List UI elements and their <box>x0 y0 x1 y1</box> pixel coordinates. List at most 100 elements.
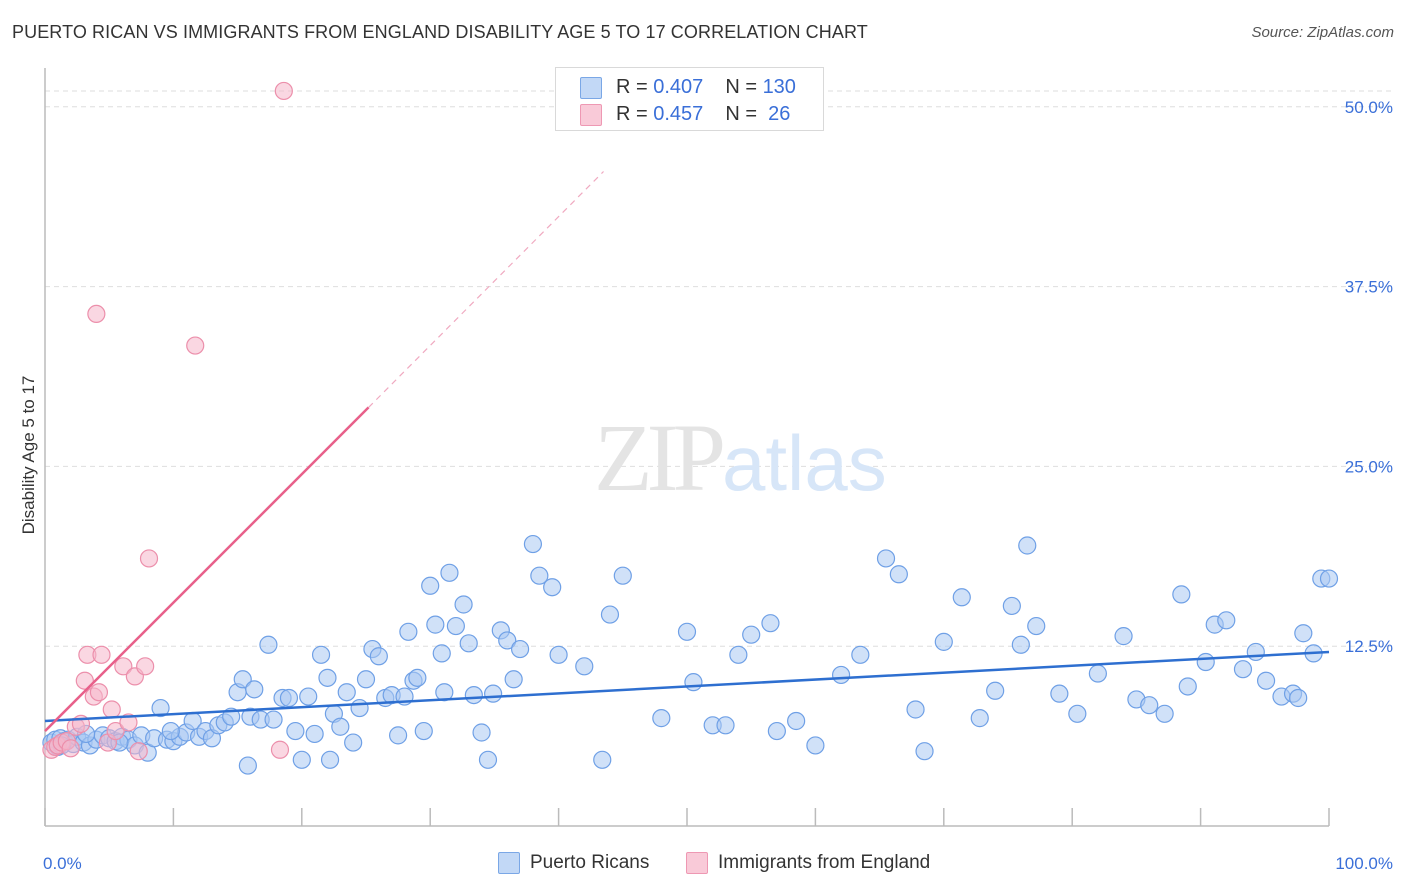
england-point <box>139 549 159 568</box>
puerto-rican-point <box>1002 596 1021 616</box>
x-tick-labels: 0.0% 100.0% <box>43 854 1393 873</box>
puerto-rican-point <box>613 566 632 585</box>
puerto-rican-point <box>286 721 305 741</box>
n-label: N = <box>725 103 763 125</box>
england-point <box>119 713 138 732</box>
x-tick-label: 0.0% <box>43 854 82 873</box>
puerto-rican-point <box>952 588 971 607</box>
england-points <box>42 81 293 761</box>
england-point <box>129 742 148 761</box>
puerto-rican-point <box>233 670 252 689</box>
puerto-rican-point <box>787 711 806 731</box>
puerto-rican-point <box>1011 635 1030 654</box>
y-tick-labels: 12.5% 25.0% 37.5% 50.0% <box>1345 98 1393 656</box>
puerto-rican-point <box>331 717 350 736</box>
stats-legend: R = 0.407 N = 130 R = 0.457 N = 26 <box>555 67 824 131</box>
england-point <box>75 671 94 690</box>
puerto-rican-point <box>238 756 257 775</box>
puerto-rican-point <box>716 716 735 735</box>
r-value: 0.407 <box>653 76 704 98</box>
x-tick-label: 100.0% <box>1335 854 1393 873</box>
puerto-rican-point <box>510 639 530 659</box>
y-axis-label: Disability Age 5 to 17 <box>19 376 38 535</box>
puerto-rican-point <box>279 688 299 708</box>
swatch-puerto-ricans <box>580 76 602 99</box>
trend-lines <box>44 171 1330 732</box>
puerto-rican-point <box>414 721 433 741</box>
puerto-rican-point <box>549 645 568 664</box>
puerto-rican-point <box>742 625 761 644</box>
puerto-rican-point <box>369 647 388 666</box>
puerto-rican-point <box>399 622 418 641</box>
puerto-rican-point <box>1233 660 1253 679</box>
trend-line-england <box>44 406 370 732</box>
legend-item-england: Immigrants from England <box>686 852 930 874</box>
puerto-rican-point <box>889 565 908 584</box>
puerto-rican-point <box>729 645 748 664</box>
puerto-ricans-points <box>42 534 1339 775</box>
puerto-rican-point <box>876 549 896 568</box>
puerto-rican-point <box>1294 624 1313 643</box>
puerto-rican-point <box>986 681 1005 700</box>
y-tick-label: 37.5% <box>1345 278 1393 297</box>
puerto-rican-point <box>1178 677 1197 696</box>
puerto-rican-point <box>478 750 498 769</box>
legend-item-puerto-ricans: Puerto Ricans <box>498 852 649 874</box>
legend-label: Puerto Ricans <box>530 852 650 874</box>
trend-extension-england <box>368 171 604 408</box>
stats-row-england: R = 0.457 N = 26 <box>580 103 790 127</box>
puerto-rican-point <box>1217 611 1236 630</box>
puerto-rican-point <box>1246 642 1265 662</box>
puerto-rican-point <box>806 736 825 755</box>
puerto-rican-point <box>851 645 870 664</box>
england-point <box>102 700 121 719</box>
puerto-rican-point <box>1172 585 1191 604</box>
puerto-rican-point <box>906 700 925 719</box>
england-point <box>270 740 290 759</box>
puerto-rican-point <box>299 687 318 706</box>
puerto-rican-point <box>593 750 612 769</box>
puerto-rican-point <box>151 698 170 718</box>
puerto-rican-point <box>831 665 851 685</box>
puerto-rican-point <box>767 721 786 741</box>
puerto-rican-point <box>356 670 376 689</box>
legend-swatch-puerto-ricans <box>498 852 520 874</box>
puerto-rican-point <box>1140 696 1159 715</box>
puerto-rican-point <box>344 733 363 752</box>
legend-swatch-england <box>686 852 708 874</box>
puerto-rican-point <box>259 635 278 654</box>
puerto-rican-point <box>1155 704 1174 723</box>
puerto-rican-point <box>161 721 180 741</box>
watermark-zip: ZIP <box>594 404 723 511</box>
r-value: 0.457 <box>653 103 704 125</box>
england-point <box>87 304 106 324</box>
puerto-rican-point <box>498 631 517 650</box>
puerto-rican-point <box>1018 536 1037 555</box>
england-point <box>106 721 125 741</box>
puerto-rican-point <box>484 684 503 703</box>
gridlines <box>45 90 1395 647</box>
y-tick-label: 12.5% <box>1345 637 1393 656</box>
n-value: 130 <box>762 76 796 98</box>
england-point <box>186 336 205 355</box>
england-point <box>136 657 155 676</box>
stats-row-puerto-ricans: R = 0.407 N = 130 <box>580 76 796 100</box>
watermark-atlas: atlas <box>722 419 887 507</box>
trend-line-puerto-ricans <box>44 650 1330 723</box>
puerto-rican-point <box>934 632 953 651</box>
puerto-rican-point <box>245 680 264 699</box>
puerto-rican-point <box>523 534 543 554</box>
puerto-rican-point <box>446 616 465 636</box>
puerto-rican-point <box>684 673 703 692</box>
n-value: 26 <box>762 103 791 125</box>
england-point <box>61 739 80 758</box>
puerto-rican-point <box>389 726 408 745</box>
puerto-rican-point <box>337 683 356 702</box>
puerto-rican-point <box>305 724 324 744</box>
puerto-rican-point <box>677 622 697 641</box>
puerto-rican-point <box>970 709 989 728</box>
puerto-rican-point <box>1114 627 1133 646</box>
n-label: N = <box>725 76 763 98</box>
puerto-rican-point <box>1289 688 1308 708</box>
